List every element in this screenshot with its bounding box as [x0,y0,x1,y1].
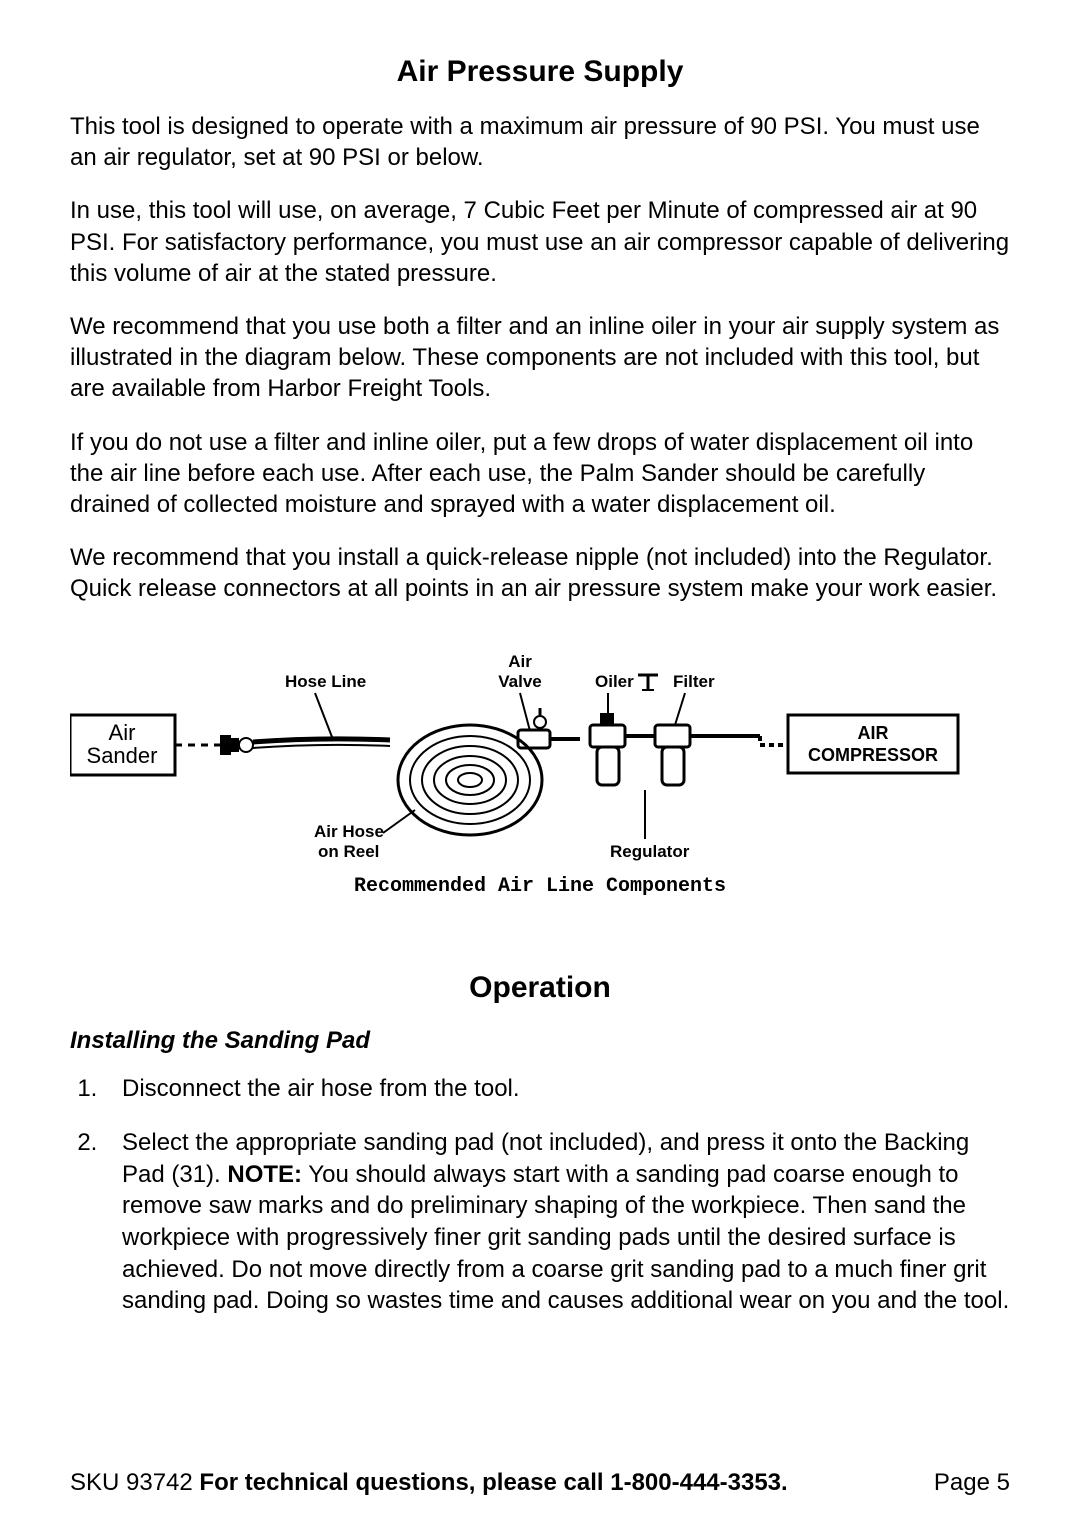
svg-text:Regulator: Regulator [610,842,690,861]
footer-tech-support: For technical questions, please call 1-8… [199,1469,787,1496]
operation-heading: Operation [70,971,1010,1005]
paragraph-quick-release: We recommend that you install a quick-re… [70,542,1010,604]
footer-sku: SKU 93742 [70,1469,199,1496]
air-line-diagram: Air Sander Hose Line Air Hose on Reel Ai… [70,634,1010,911]
svg-text:Air: Air [109,720,136,745]
diagram-caption: Recommended Air Line Components [354,875,726,898]
svg-text:Air Hose: Air Hose [314,822,384,841]
step-1: Disconnect the air hose from the tool. [104,1073,1010,1105]
footer-page-number: Page 5 [934,1469,1010,1497]
installing-heading: Installing the Sanding Pad [70,1027,1010,1055]
svg-text:Valve: Valve [498,672,542,691]
svg-text:Air: Air [508,652,532,671]
note-label: NOTE: [227,1161,302,1188]
svg-text:Filter: Filter [673,672,715,691]
svg-text:on Reel: on Reel [318,842,379,861]
air-pressure-heading: Air Pressure Supply [70,55,1010,89]
step-2: Select the appropriate sanding pad (not … [104,1127,1010,1317]
svg-text:AIR: AIR [858,723,889,743]
page-footer: SKU 93742 For technical questions, pleas… [70,1469,1010,1497]
installation-steps: Disconnect the air hose from the tool. S… [70,1073,1010,1317]
svg-text:Oiler: Oiler [595,672,634,691]
paragraph-psi: This tool is designed to operate with a … [70,111,1010,173]
svg-text:Sander: Sander [87,743,158,768]
paragraph-no-filter: If you do not use a filter and inline oi… [70,427,1010,521]
hose-line-label: Hose Line [285,672,366,691]
svg-text:COMPRESSOR: COMPRESSOR [808,745,938,765]
paragraph-cfm: In use, this tool will use, on average, … [70,195,1010,289]
paragraph-filter-oiler: We recommend that you use both a filter … [70,311,1010,405]
